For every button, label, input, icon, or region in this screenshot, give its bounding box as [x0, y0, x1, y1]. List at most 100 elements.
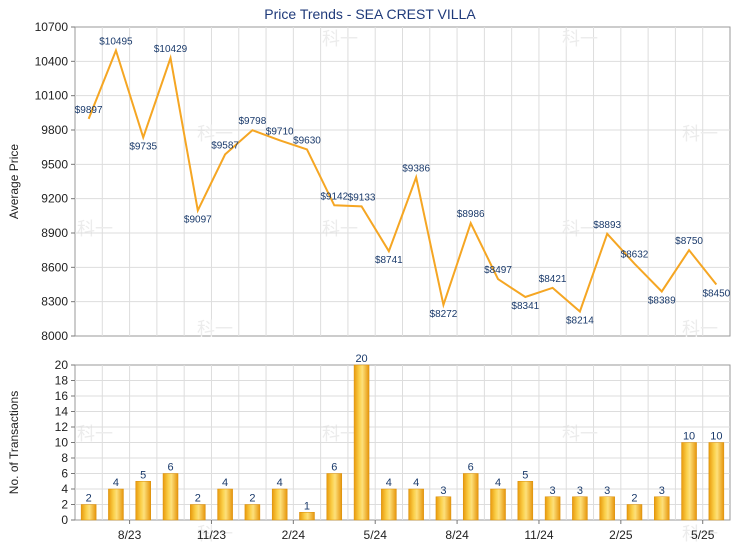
transaction-bar: [190, 504, 206, 521]
bar-value-label: 10: [683, 431, 695, 443]
watermark-text: 科一: [322, 424, 358, 445]
transaction-bar: [162, 473, 179, 521]
transaction-bar: [572, 496, 588, 521]
chart-title: Price Trends - SEA CREST VILLA: [264, 6, 476, 22]
y-tick-label: 10: [55, 436, 69, 450]
bar-value-label: 4: [222, 477, 228, 489]
bar-value-label: 6: [167, 462, 173, 474]
watermark-text: 科一: [197, 319, 233, 340]
transaction-bar: [681, 442, 697, 521]
transaction-bar: [217, 488, 233, 521]
y-tick-label: 6: [61, 467, 68, 481]
price-data-label: $9798: [238, 116, 266, 127]
transaction-bar: [381, 488, 397, 521]
transaction-bar: [108, 488, 124, 521]
watermark-text: 科一: [197, 124, 233, 145]
x-tick-label: 8/23: [118, 528, 142, 542]
x-tick-label: 5/24: [364, 528, 388, 542]
transaction-bar: [135, 481, 151, 521]
price-data-label: $8632: [621, 250, 649, 261]
watermark-text: 科一: [682, 124, 718, 145]
transaction-bar: [544, 496, 561, 521]
y-tick-label: 18: [55, 374, 69, 388]
bar-value-label: 6: [331, 462, 337, 474]
y-tick-label: 10400: [35, 54, 69, 68]
price-data-label: $9735: [129, 141, 157, 152]
x-tick-label: 2/25: [609, 528, 633, 542]
price-data-label: $9097: [184, 214, 212, 225]
bar-value-label: 4: [386, 477, 392, 489]
transaction-bar: [326, 473, 343, 521]
x-tick-label: 2/24: [282, 528, 306, 542]
bar-value-label: 3: [659, 485, 665, 497]
y-axis-title: No. of Transactions: [7, 391, 21, 494]
transaction-bar: [599, 496, 615, 521]
watermark-text: 科一: [562, 424, 598, 445]
price-data-label: $9133: [348, 192, 376, 203]
bar-value-label: 3: [604, 485, 610, 497]
x-tick-label: 11/24: [524, 528, 553, 542]
bar-value-label: 4: [113, 477, 119, 489]
price-line: [87, 47, 718, 314]
watermark-text: 科一: [562, 219, 598, 240]
bar-value-label: 2: [195, 493, 201, 505]
bar-value-label: 2: [86, 493, 92, 505]
y-axis-title: Average Price: [7, 144, 21, 219]
x-tick-label: 5/25: [691, 528, 715, 542]
bar-value-label: 3: [440, 485, 446, 497]
watermark-text: 科一: [322, 219, 358, 240]
y-tick-label: 0: [61, 513, 68, 527]
price-data-label: $8341: [511, 301, 539, 312]
y-tick-label: 8300: [41, 295, 68, 309]
price-data-label: $8986: [457, 209, 485, 220]
y-tick-label: 16: [55, 389, 69, 403]
price-data-label: $8421: [539, 274, 567, 285]
y-tick-label: 9800: [41, 123, 68, 137]
price-data-label: $10429: [154, 44, 188, 55]
y-tick-label: 12: [55, 420, 69, 434]
bar-value-label: 1: [304, 500, 310, 512]
price-data-label: $8450: [702, 289, 730, 300]
bar-value-label: 20: [355, 353, 367, 365]
y-tick-label: 8000: [41, 329, 68, 343]
bar-value-label: 6: [468, 462, 474, 474]
watermark-text: 科一: [682, 524, 718, 545]
bar-value-label: 3: [577, 485, 583, 497]
price-data-label: $10495: [99, 36, 133, 47]
price-data-label: $8389: [648, 295, 676, 306]
bar-value-label: 5: [140, 469, 146, 481]
transaction-bar: [626, 504, 643, 521]
y-tick-label: 9500: [41, 157, 68, 171]
bar-value-label: 2: [249, 493, 255, 505]
transaction-bar: [462, 473, 479, 521]
price-data-label: $8893: [593, 220, 621, 231]
price-data-label: $8214: [566, 316, 594, 327]
price-data-label: $9630: [293, 135, 321, 146]
price-data-label: $9587: [211, 140, 239, 151]
watermark-text: 科一: [197, 524, 233, 545]
price-data-label: $9897: [75, 105, 103, 116]
bar-value-label: 5: [522, 469, 528, 481]
price-data-label: $8272: [430, 309, 458, 320]
y-tick-label: 10700: [35, 20, 69, 34]
y-tick-label: 2: [61, 498, 68, 512]
transaction-bar: [435, 496, 452, 521]
transaction-bar: [353, 364, 370, 521]
transaction-bar: [708, 442, 725, 521]
transaction-bar: [271, 488, 288, 521]
watermark-text: 科一: [77, 424, 113, 445]
y-tick-label: 8900: [41, 226, 68, 240]
transaction-bar: [244, 504, 261, 521]
bar-value-label: 4: [495, 477, 501, 489]
transaction-bar: [299, 512, 315, 521]
watermark-text: 科一: [562, 29, 598, 50]
price-data-label: $9142: [320, 191, 348, 202]
bar-value-label: 4: [277, 477, 283, 489]
bar-value-label: 4: [413, 477, 419, 489]
y-tick-label: 10100: [35, 89, 69, 103]
transaction-bar: [654, 496, 670, 521]
bar-value-label: 10: [710, 431, 722, 443]
price-data-label: $8741: [375, 255, 403, 266]
